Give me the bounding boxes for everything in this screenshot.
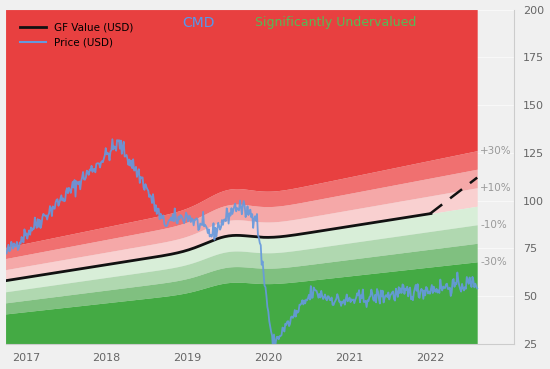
Text: -30%: -30% xyxy=(481,257,507,267)
Text: Significantly Undervalued: Significantly Undervalued xyxy=(255,16,416,29)
Text: CMD: CMD xyxy=(183,16,215,30)
Text: +30%: +30% xyxy=(481,146,512,156)
Legend: GF Value (USD), Price (USD): GF Value (USD), Price (USD) xyxy=(16,18,138,52)
Text: +10%: +10% xyxy=(481,183,512,193)
Text: -10%: -10% xyxy=(481,220,507,230)
